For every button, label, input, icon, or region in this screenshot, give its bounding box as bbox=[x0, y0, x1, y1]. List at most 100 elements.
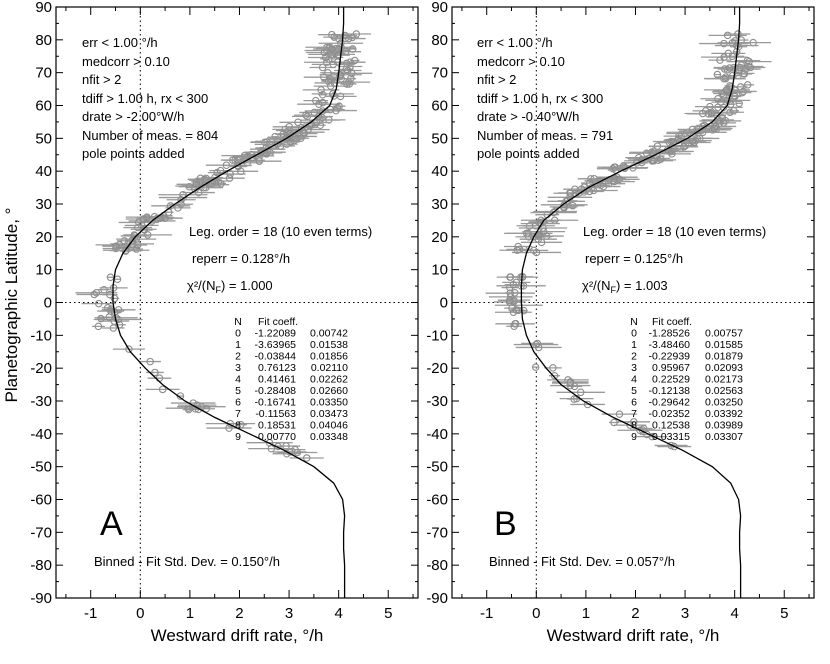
point-marker bbox=[610, 177, 618, 186]
data-point bbox=[506, 322, 522, 331]
data-point bbox=[713, 87, 742, 96]
point-marker bbox=[746, 63, 755, 72]
panel-letter: B bbox=[494, 505, 517, 543]
data-point bbox=[567, 395, 581, 403]
point-marker bbox=[533, 339, 542, 348]
y-tick-labels: 90 80 70 60 50 40 30 20 10 0 -10 -20 -30 -40 -50 -60 -70… bbox=[30, 0, 52, 607]
coef-error: 0.00742 bbox=[310, 328, 348, 340]
y-tick-label: 30 bbox=[431, 196, 448, 213]
coef-value: -0.12138 bbox=[649, 385, 691, 397]
data-point bbox=[531, 363, 540, 371]
y-tick-label: 20 bbox=[431, 229, 448, 246]
point-marker bbox=[532, 248, 541, 257]
data-point bbox=[713, 86, 739, 95]
y-axis-label: Planetographic Latitude, ° bbox=[2, 208, 21, 403]
coef-error: 0.02262 bbox=[310, 374, 348, 386]
coef-value: -0.11563 bbox=[255, 408, 296, 420]
point-marker bbox=[94, 299, 103, 308]
data-point bbox=[206, 424, 252, 432]
point-marker bbox=[560, 201, 569, 209]
y-tick-label: 60 bbox=[35, 98, 52, 115]
data-point bbox=[563, 185, 587, 193]
point-marker bbox=[665, 138, 674, 147]
point-marker bbox=[566, 189, 575, 198]
point-marker bbox=[531, 363, 540, 371]
point-marker bbox=[318, 91, 327, 99]
data-point bbox=[314, 106, 357, 115]
x-tick-label: 5 bbox=[780, 605, 788, 622]
chi2: χ²/(NF) = 1.003 bbox=[582, 278, 668, 295]
point-marker bbox=[293, 448, 302, 457]
point-marker bbox=[336, 71, 345, 79]
y-tick-label: -50 bbox=[30, 459, 52, 476]
point-marker bbox=[302, 454, 311, 462]
y-tick-label: -70 bbox=[30, 524, 52, 541]
point-marker bbox=[549, 208, 558, 217]
point-marker bbox=[343, 80, 351, 88]
point-marker bbox=[508, 304, 516, 312]
coef-error: 0.02093 bbox=[705, 362, 743, 374]
point-marker bbox=[668, 147, 676, 156]
data-point bbox=[634, 157, 674, 165]
data-point bbox=[713, 70, 722, 79]
x-tick-label: 2 bbox=[235, 605, 243, 622]
point-marker bbox=[287, 138, 295, 146]
point-marker bbox=[322, 53, 330, 62]
point-marker bbox=[629, 163, 637, 172]
y-tick-label: -30 bbox=[30, 393, 52, 410]
coef-index: 5 bbox=[235, 385, 241, 397]
y-tick-label: 70 bbox=[35, 65, 52, 82]
point-marker bbox=[571, 185, 579, 193]
coef-error: 0.03989 bbox=[705, 420, 743, 432]
coef-value: -0.22939 bbox=[649, 351, 691, 363]
coef-index: 0 bbox=[631, 328, 637, 340]
criteria-line-5: drate > -0.40°W/h bbox=[477, 109, 579, 124]
point-marker bbox=[262, 150, 271, 158]
coef-value: -1.22089 bbox=[255, 328, 297, 340]
point-marker bbox=[599, 182, 608, 191]
criteria-line-3: nfit > 2 bbox=[82, 72, 121, 87]
point-marker bbox=[348, 33, 357, 42]
data-point bbox=[521, 339, 554, 348]
data-point bbox=[498, 296, 521, 305]
point-marker bbox=[566, 379, 574, 387]
coef-value: 0.00770 bbox=[258, 431, 296, 443]
y-tick-label: 40 bbox=[431, 163, 448, 180]
binned-std-dev: Binned - Fit Std. Dev. = 0.150°/h bbox=[94, 554, 280, 569]
data-point bbox=[708, 56, 732, 64]
point-marker bbox=[90, 290, 98, 299]
point-marker bbox=[734, 30, 742, 38]
y-tick-label: -20 bbox=[426, 360, 448, 377]
point-marker bbox=[636, 426, 644, 435]
coef-index: 2 bbox=[631, 351, 637, 363]
data-point bbox=[129, 245, 144, 253]
data-point bbox=[318, 91, 328, 99]
point-marker bbox=[619, 161, 628, 170]
y-tick-label: -10 bbox=[426, 327, 448, 344]
point-marker bbox=[297, 134, 305, 142]
coef-error: 0.02110 bbox=[311, 362, 348, 374]
y-tick-label: -20 bbox=[30, 360, 52, 377]
legendre-order: Leg. order = 18 (10 even terms) bbox=[189, 224, 372, 239]
point-marker bbox=[294, 118, 302, 127]
coef-value: -0.02352 bbox=[649, 408, 691, 420]
coef-value: -0.29642 bbox=[649, 397, 691, 409]
data-point bbox=[113, 321, 126, 329]
data-point bbox=[313, 45, 351, 53]
coef-index: 6 bbox=[631, 397, 637, 409]
data-point bbox=[677, 138, 711, 147]
coef-error: 0.03307 bbox=[705, 431, 743, 443]
point-marker bbox=[346, 62, 354, 71]
point-marker bbox=[722, 86, 730, 95]
data-point bbox=[720, 52, 745, 60]
coef-error: 0.01585 bbox=[705, 339, 743, 351]
y-tick-label: 80 bbox=[431, 32, 448, 49]
tick-marks bbox=[56, 6, 418, 599]
point-marker bbox=[326, 43, 334, 52]
point-marker bbox=[115, 321, 124, 329]
point-marker bbox=[532, 340, 540, 349]
y-tick-label: 0 bbox=[44, 295, 52, 312]
point-marker bbox=[330, 33, 338, 41]
point-marker bbox=[92, 288, 101, 297]
